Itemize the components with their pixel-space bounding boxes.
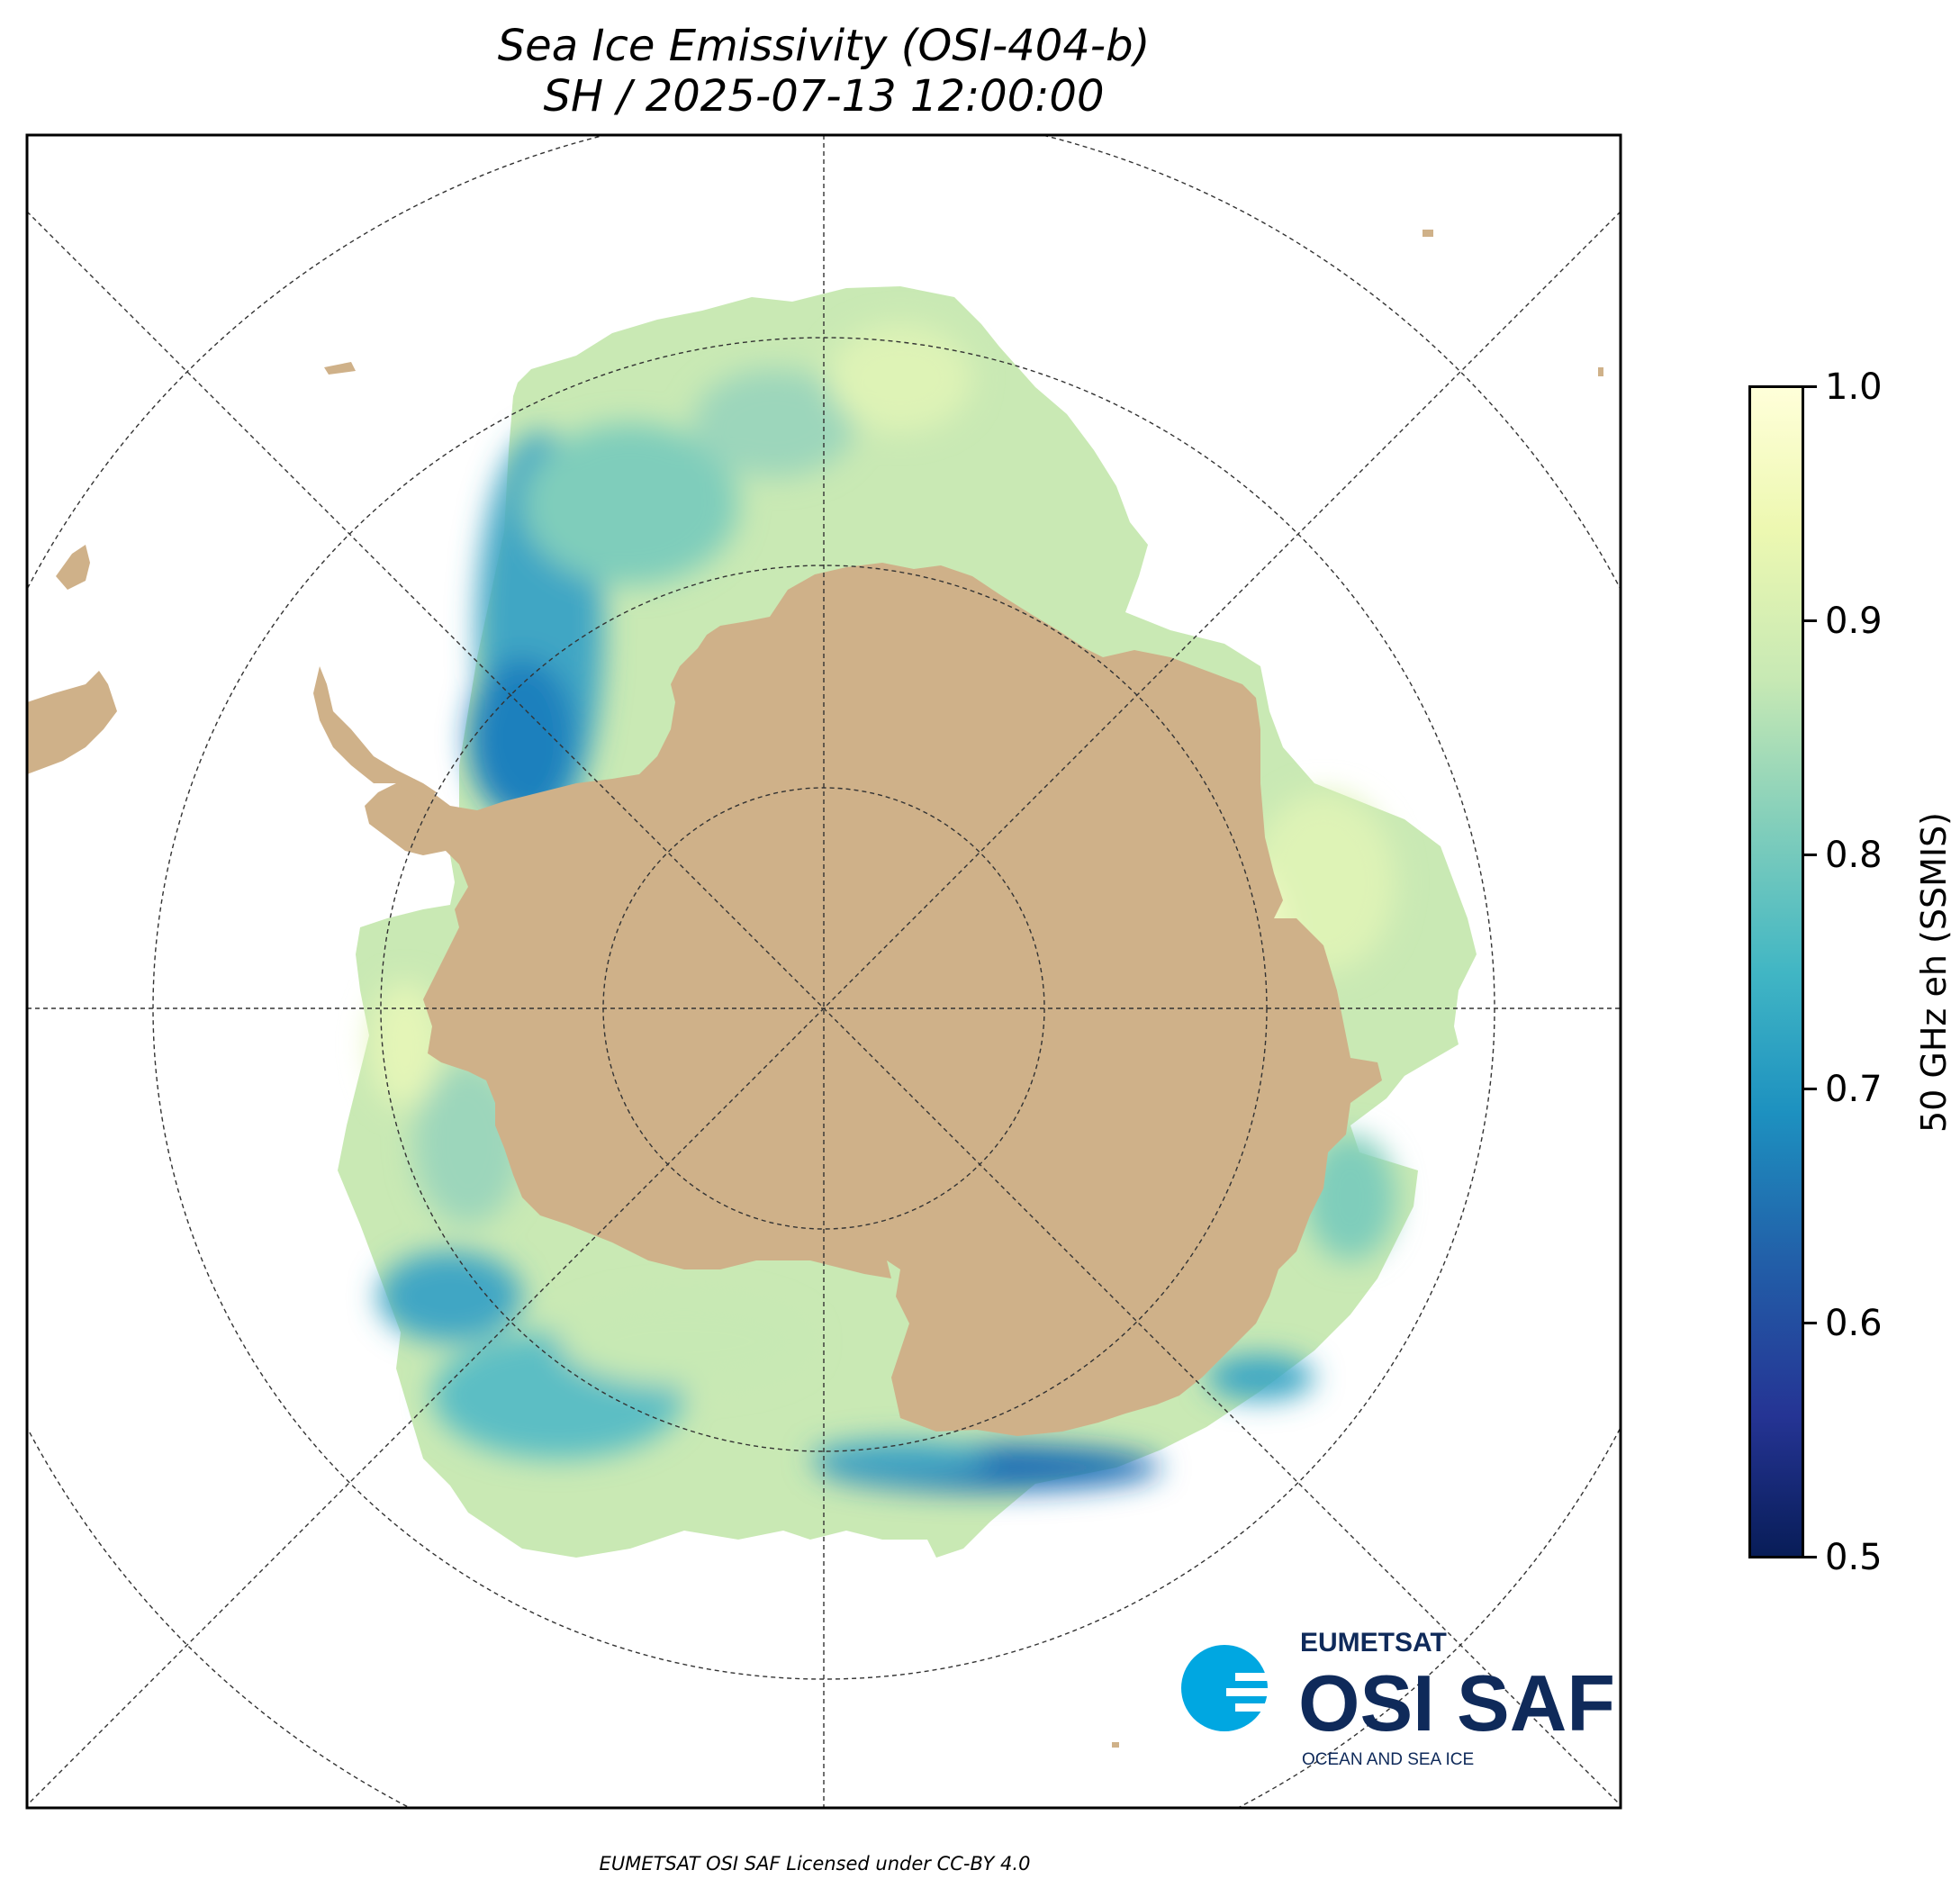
colorbar-tick [1804, 1088, 1817, 1090]
colorbar [1748, 385, 1804, 1558]
colorbar-label: 50 GHz eh (SSMIS) [1914, 811, 1954, 1134]
map-frame [25, 133, 1622, 1810]
colorbar-tick-label: 0.6 [1825, 1303, 1883, 1344]
colorbar-tick [1804, 1556, 1817, 1558]
osi-saf-logo: EUMETSAT OSI SAF OCEAN AND SEA ICE [1181, 1628, 1615, 1769]
colorbar-tick-label: 1.0 [1825, 366, 1883, 408]
colorbar-tick [1804, 385, 1817, 388]
colorbar-tick-label: 0.5 [1825, 1537, 1883, 1578]
antarctica-land [27, 230, 1603, 1748]
colorbar-tick [1804, 1322, 1817, 1324]
colorbar-tick-label: 0.7 [1825, 1069, 1883, 1110]
colorbar-tick-label: 0.8 [1825, 835, 1883, 876]
graticule [27, 135, 1621, 1808]
logo-org: EUMETSAT [1300, 1628, 1447, 1658]
logo-name: OSI SAF [1298, 1658, 1615, 1748]
colorbar-tick [1804, 619, 1817, 622]
map-subtitle: SH / 2025-07-13 12:00:00 [543, 71, 1105, 122]
colorbar-tick [1804, 854, 1817, 856]
emissivity-variability [369, 324, 1395, 1491]
license-footer: EUMETSAT OSI SAF Licensed under CC-BY 4.… [599, 1853, 1031, 1874]
logo-tagline: OCEAN AND SEA ICE [1302, 1750, 1474, 1769]
colorbar-tick-label: 0.9 [1825, 601, 1883, 642]
map-title: Sea Ice Emissivity (OSI-404-b) [497, 21, 1151, 71]
